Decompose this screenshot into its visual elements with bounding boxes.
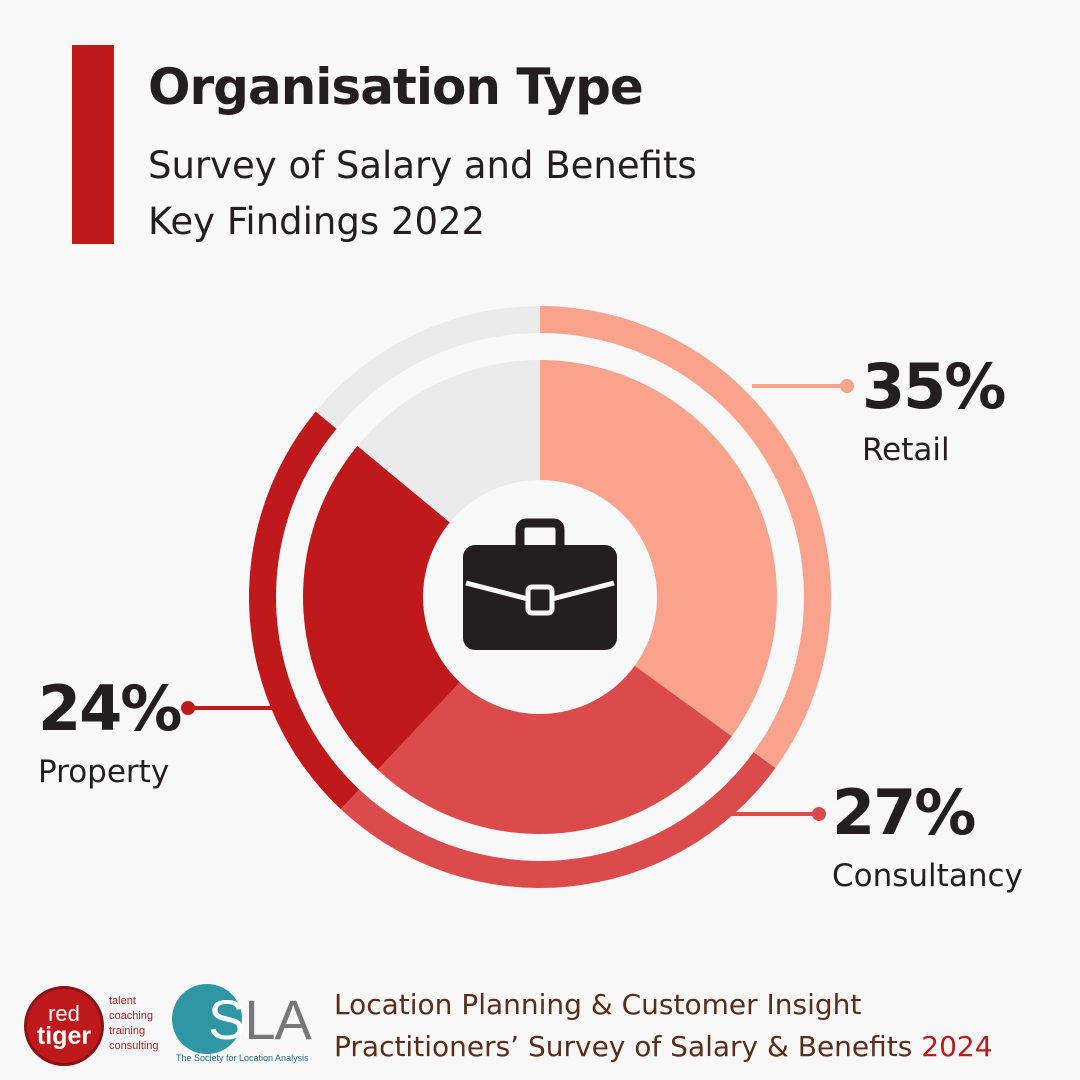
sla-circle — [172, 984, 242, 1054]
sla-tagline: The Society for Location Analysis — [176, 1053, 309, 1063]
ring-slice-retail — [540, 306, 831, 769]
page-title: Organisation Type — [148, 58, 644, 116]
footer-line-2-text: Practitioners’ Survey of Salary & Benefi… — [334, 1030, 913, 1063]
leader-dot-property — [181, 701, 195, 715]
red-tiger-logo: red tiger talent coaching training consu… — [24, 986, 159, 1066]
donut-slice-retail — [540, 360, 777, 737]
consultancy-percent: 27% — [832, 776, 976, 849]
leader-dot-retail — [840, 379, 854, 393]
subtitle-line-2: Key Findings 2022 — [148, 200, 486, 243]
page-subtitle: Survey of Salary and Benefits Key Findin… — [148, 138, 697, 250]
property-percent: 24% — [38, 672, 182, 745]
consultancy-label: Consultancy — [832, 858, 1023, 894]
retail-percent: 35% — [862, 350, 1006, 423]
sla-wordmark: SLA — [208, 988, 312, 1051]
footer-year: 2024 — [921, 1030, 993, 1063]
ring-slice-consultancy — [340, 752, 776, 889]
donut-slice-other — [357, 360, 540, 523]
donut-slice-consultancy — [377, 665, 732, 834]
leader-dot-consultancy — [812, 807, 826, 821]
footer-line-2: Practitioners’ Survey of Salary & Benefi… — [334, 1026, 993, 1068]
red-tiger-tags: talent coaching training consulting — [109, 994, 159, 1054]
accent-bar — [72, 45, 114, 244]
footer-text: Location Planning & Customer Insight Pra… — [334, 984, 993, 1068]
briefcase-icon — [463, 518, 617, 650]
red-tiger-tag: talent — [109, 995, 136, 1007]
subtitle-line-1: Survey of Salary and Benefits — [148, 144, 697, 187]
property-label: Property — [38, 754, 170, 790]
red-tiger-badge: red tiger — [24, 986, 104, 1066]
footer-line-1: Location Planning & Customer Insight — [334, 988, 862, 1021]
callout-property: 24% Property — [38, 672, 182, 791]
callout-retail: 35% Retail — [862, 350, 1006, 469]
red-tiger-tag: consulting — [109, 1040, 159, 1052]
red-tiger-word-tiger: tiger — [36, 1022, 92, 1050]
callout-consultancy: 27% Consultancy — [832, 776, 1023, 895]
ring-slice-other — [315, 306, 540, 429]
red-tiger-tag: training — [109, 1025, 146, 1037]
red-tiger-word-red: red — [48, 1001, 80, 1026]
sla-logo: SLA The Society for Location Analysis — [172, 984, 317, 1068]
red-tiger-tag: coaching — [109, 1010, 154, 1022]
donut-slice-property — [302, 445, 460, 770]
retail-label: Retail — [862, 432, 950, 468]
